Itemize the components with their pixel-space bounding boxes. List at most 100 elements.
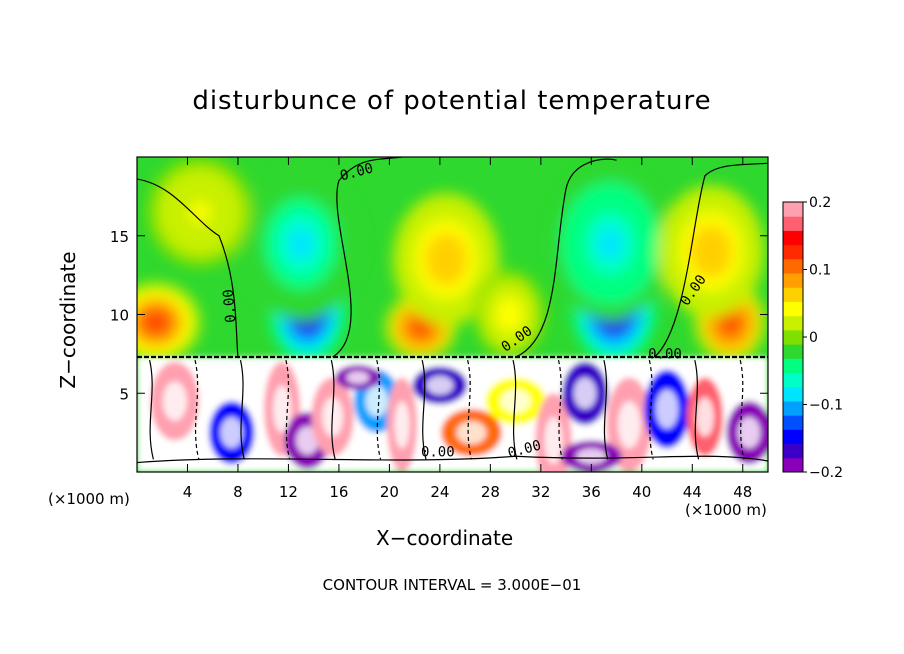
field-cell [655,389,679,429]
field-cell [597,228,623,260]
contour-label: 0.00 [221,288,240,323]
contour-interval-note: CONTOUR INTERVAL = 3.000E−01 [322,576,582,594]
y-axis-label: Z−coordinate [56,251,80,389]
field-cell [700,238,722,265]
x-tick-label: 8 [233,483,243,501]
x-tick-label: 24 [430,483,449,501]
x-tick-label: 32 [531,483,550,501]
colorbar-swatch [783,315,803,331]
contour-plot-area [137,157,768,472]
field-cell [695,397,714,437]
x-tick-label: 48 [733,483,752,501]
colorbar-swatch [783,400,803,416]
x-tick-label: 28 [481,483,500,501]
x-axis: 4 8 12 16 20 24 28 32 36 40 44 48 [183,157,752,501]
field-cell [365,385,389,417]
colorbar-swatch [783,429,803,445]
contour-line [557,360,563,460]
chart-title: disturbunce of potential temperature [192,86,712,116]
colorbar-swatch [783,386,803,402]
field-cell [147,314,165,331]
colorbar-swatch [783,244,803,260]
field-cell [456,420,487,445]
field-cell [573,377,597,409]
colorbar-tick-label: −0.1 [809,398,843,414]
x-tick-label: 36 [582,483,601,501]
contour-line [467,360,473,460]
colorbar-swatch [783,216,803,231]
colorbar-tick-label: 0.1 [809,263,831,279]
field-cell [413,320,429,334]
colorbar-tick-label: 0 [809,330,818,346]
field-cell [544,416,563,465]
contour-line [654,162,768,358]
x-tick-label: 16 [329,483,348,501]
colorbar-swatch [783,258,803,274]
colorbar-tick-label: 0.2 [809,195,831,211]
colorbar: 0.2 0.1 0 −0.1 −0.2 [782,195,843,481]
lower-anomaly-field [137,357,768,472]
field-cell [189,201,211,224]
upper-anomaly-field [137,157,766,364]
field-cell [502,305,517,324]
colorbar-swatch [783,358,803,374]
contour-line [648,360,654,460]
x-axis-unit-left: (×1000 m) [48,490,130,508]
colorbar-swatch [783,287,803,302]
contour-line [694,360,700,460]
field-cell [617,401,641,449]
field-cell [162,381,187,421]
contour-line [739,360,745,460]
contour-line [421,360,427,460]
field-cell [346,371,370,384]
field-cell [273,385,292,433]
contour-line [332,157,403,358]
colorbar-tick-label: −0.2 [809,465,843,481]
contour-line [194,360,200,460]
field-cell [723,314,738,331]
colorbar-swatch [783,344,803,359]
contour-line [137,455,768,464]
contour-label: 0.00 [648,347,682,363]
contour-lines [137,157,768,464]
colorbar-swatch [783,443,803,459]
colorbar-swatch [783,230,803,246]
field-cell [296,426,319,455]
x-tick-label: 12 [279,483,298,501]
colorbar-swatch [783,202,803,217]
colorbar-swatch [783,372,803,388]
field-cell [435,246,457,273]
x-tick-label: 20 [380,483,399,501]
x-tick-label: 40 [632,483,651,501]
contour-label: 0.00 [421,444,455,460]
contour-line [376,360,382,460]
field-cell [288,228,314,260]
contour-line [515,158,617,358]
colorbar-swatch [783,329,803,345]
colorbar-swatch [783,301,803,317]
field-cell [394,401,410,449]
contour-line [512,360,518,460]
x-axis-label: X−coordinate [376,526,514,550]
field-cell [426,375,454,395]
y-tick-label: 15 [110,228,129,246]
colorbar-swatch [783,457,803,473]
x-tick-label: 4 [183,483,193,501]
field-cell [576,448,607,465]
contour-line [285,360,291,460]
contour-line [239,360,245,460]
x-tick-label: 44 [683,483,702,501]
x-axis-unit-right: (×1000 m) [685,501,767,519]
contour-line [603,360,609,460]
y-tick-label: 10 [110,307,129,325]
contour-line [330,360,336,460]
colorbar-swatch [783,273,803,288]
y-axis: 5 10 15 [110,228,768,403]
field-cell [737,416,761,449]
colorbar-swatch [783,415,803,430]
y-tick-label: 5 [119,385,129,403]
contour-line [137,178,239,358]
contour-line [149,360,154,460]
field-cell [220,416,244,449]
